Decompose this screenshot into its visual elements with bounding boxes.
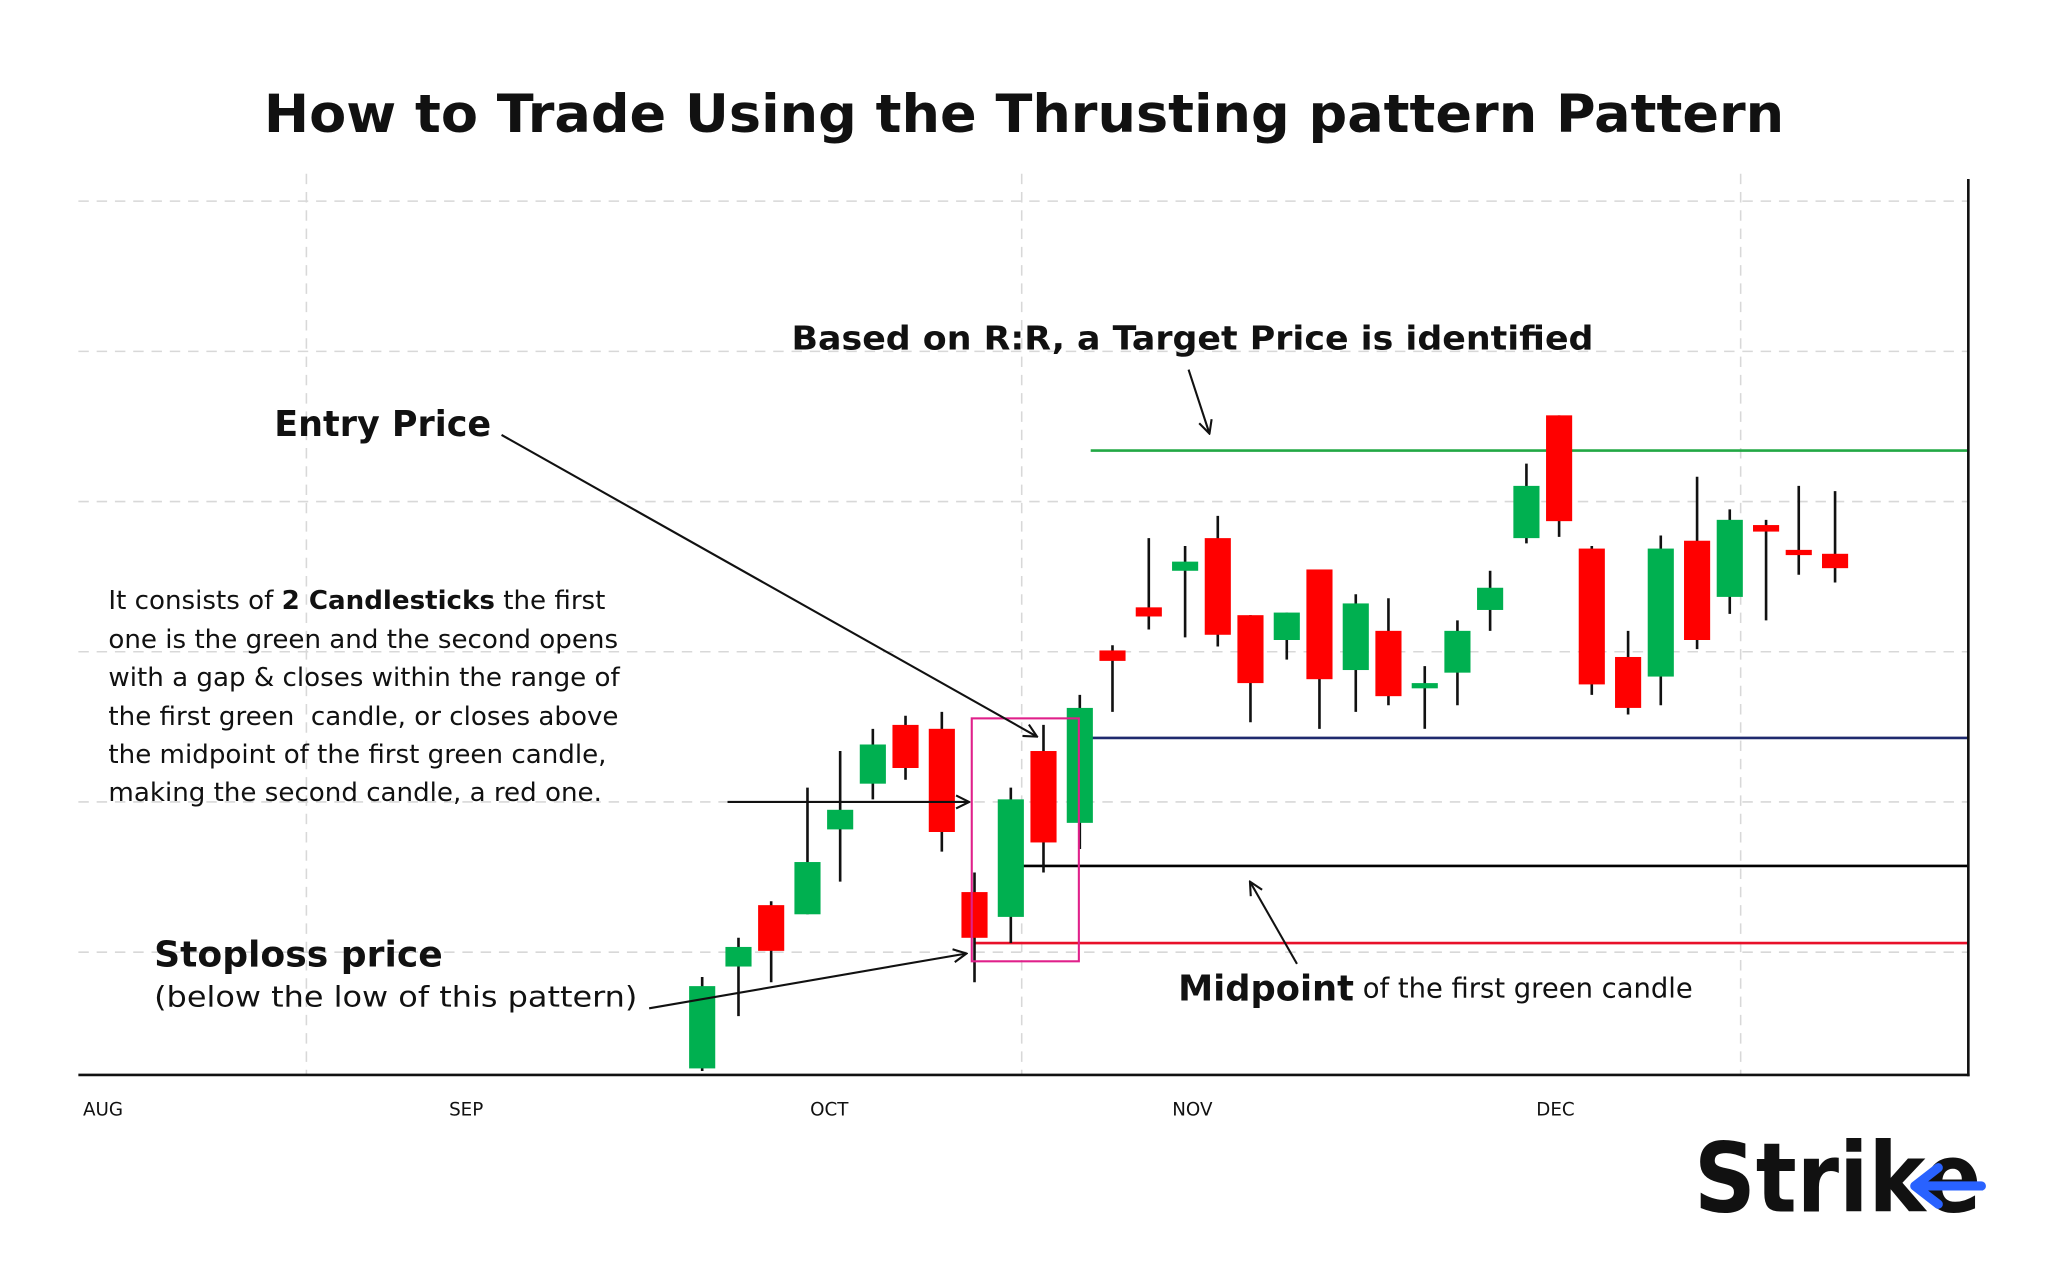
candle-body [1615, 656, 1642, 708]
description-line: one is the green and the second opens [108, 625, 618, 655]
midpoint-annotation: Midpoint of the first green candle [1178, 968, 1693, 1009]
stoploss-note: (below the low of this pattern) [154, 980, 637, 1014]
grid [78, 173, 1969, 1075]
candle-body [1477, 587, 1504, 610]
candle-body [1647, 548, 1674, 677]
candle-body [1237, 615, 1264, 684]
midpoint-text: of the first green candle [1354, 973, 1693, 1004]
candle-body [794, 862, 821, 915]
candle-body [758, 905, 785, 951]
description-line: with a gap & closes within the range of [108, 663, 620, 693]
logo-arrow [1910, 1163, 1986, 1209]
description-line: It consists of 2 Candlesticks the first [108, 586, 605, 616]
description-text: It consists of [108, 586, 281, 616]
entry-annotation: Entry Price [274, 404, 491, 445]
description-line: the first green candle, or closes above [108, 702, 618, 732]
candle-body [892, 724, 919, 768]
candle-body [1546, 415, 1573, 522]
midpoint-arrow [1250, 882, 1298, 965]
entry-arrow [501, 434, 1038, 737]
candle-body [1822, 553, 1849, 569]
stoploss-annotation: Stoploss price [154, 934, 443, 975]
candle-body [1204, 538, 1231, 635]
candle-body [928, 728, 955, 832]
candle-body [1716, 519, 1743, 597]
x-tick-label: AUG [83, 1100, 123, 1121]
target-arrow [1187, 369, 1210, 434]
x-tick-labels: AUG SEP OCT NOV DEC [83, 1100, 1575, 1121]
candle-body [725, 946, 752, 967]
x-tick-label: DEC [1536, 1100, 1574, 1121]
candle-body [859, 744, 886, 784]
midpoint-bold: Midpoint [1178, 968, 1354, 1009]
candle-body [1578, 548, 1605, 685]
candle-body [1785, 549, 1812, 556]
candle-body [961, 892, 988, 938]
candle-body [1172, 561, 1199, 571]
candle-body [997, 799, 1024, 917]
target-annotation: Based on R:R, a Target Price is identifi… [792, 319, 1594, 357]
candle-body [1342, 603, 1369, 671]
description-text: the first [495, 586, 605, 616]
pattern-highlight [970, 717, 1080, 963]
levels [974, 449, 1969, 945]
description-line: making the second candle, a red one. [108, 778, 601, 808]
candle-body [1753, 525, 1780, 532]
candle-body [1306, 569, 1333, 680]
candle-body [1513, 485, 1540, 539]
description-line: the midpoint of the first green candle, [108, 740, 606, 770]
candle-body [1099, 650, 1126, 661]
x-tick-label: NOV [1172, 1100, 1213, 1121]
logo: Strike [1694, 1122, 1981, 1235]
description-bold: 2 Candlesticks [282, 586, 495, 616]
candle-body [1444, 630, 1471, 673]
x-tick-label: SEP [449, 1100, 483, 1121]
chart-title: How to Trade Using the Thrusting pattern… [264, 85, 1784, 145]
candles [689, 415, 1849, 1072]
candle-body [1411, 683, 1438, 689]
candle-body [1684, 540, 1711, 640]
candle-body [1135, 607, 1162, 617]
candle-body [1375, 630, 1402, 697]
candle-body [1030, 751, 1057, 843]
candle-body [1273, 612, 1300, 640]
x-tick-label: OCT [810, 1100, 849, 1121]
stoploss-arrow [648, 953, 966, 1010]
candle-body [827, 809, 854, 830]
